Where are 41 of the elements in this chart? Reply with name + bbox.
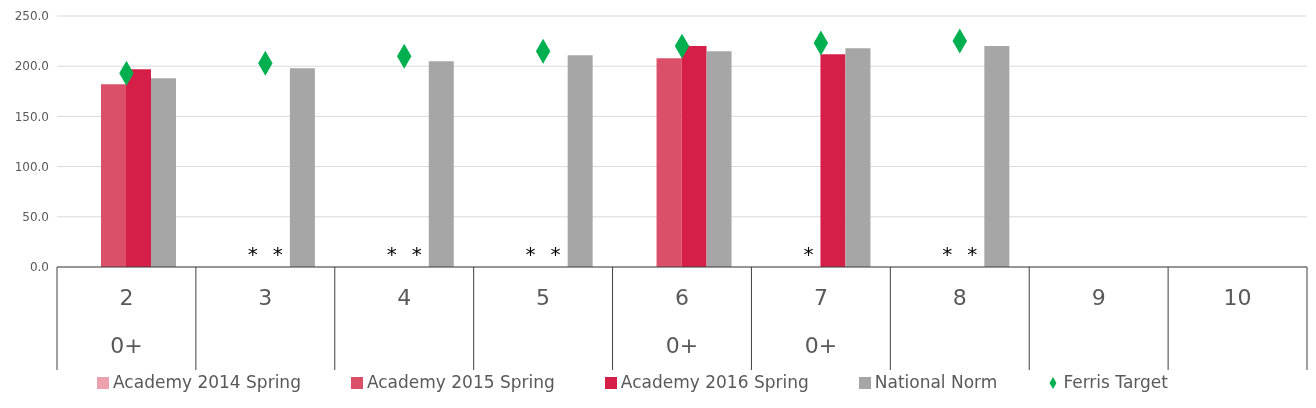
text: * bbox=[411, 242, 422, 266]
bar bbox=[681, 46, 707, 267]
text: * bbox=[525, 242, 536, 266]
bar bbox=[820, 54, 846, 267]
bar bbox=[706, 51, 732, 267]
x-tick-label: 4 bbox=[397, 285, 412, 310]
y-tick-label: 50.0 bbox=[22, 210, 49, 225]
x-tick-label: 3 bbox=[258, 285, 273, 310]
text: * bbox=[550, 242, 561, 266]
x-tick-label: 8 bbox=[952, 285, 967, 310]
bar bbox=[101, 84, 126, 267]
legend-label: Academy 2014 Spring bbox=[113, 372, 301, 392]
y-tick-label: 100.0 bbox=[14, 159, 49, 174]
text: * bbox=[386, 242, 397, 266]
y-tick-label: 200.0 bbox=[14, 59, 49, 74]
bar bbox=[656, 58, 682, 267]
x-tick-label: 5 bbox=[536, 285, 551, 310]
x-tick-label: 10 bbox=[1223, 285, 1252, 310]
text: * bbox=[803, 242, 814, 266]
legend-label: Academy 2016 Spring bbox=[620, 372, 809, 392]
text: * bbox=[247, 242, 258, 266]
legend-label: National Norm bbox=[874, 372, 998, 392]
bar bbox=[845, 48, 871, 267]
text: * bbox=[967, 242, 978, 266]
bar bbox=[289, 68, 315, 267]
y-tick-label: 250.0 bbox=[14, 9, 49, 24]
text: * bbox=[942, 242, 953, 266]
x-tick-label: 2 0+ bbox=[110, 285, 143, 358]
x-tick-label: 6 0+ bbox=[665, 285, 699, 358]
y-tick-label: 0.0 bbox=[29, 260, 49, 275]
bar bbox=[126, 69, 151, 267]
x-tick-label: 7 0+ bbox=[804, 285, 838, 358]
bar bbox=[567, 55, 593, 267]
y-tick-label: 150.0 bbox=[14, 109, 49, 124]
bar bbox=[151, 78, 176, 267]
bar bbox=[984, 46, 1010, 267]
legend-label: Ferris Target bbox=[1063, 372, 1168, 392]
bar bbox=[428, 61, 454, 267]
text: * bbox=[272, 242, 283, 266]
legend-label: Academy 2015 Spring bbox=[366, 372, 555, 392]
x-tick-label: 9 bbox=[1091, 285, 1106, 310]
